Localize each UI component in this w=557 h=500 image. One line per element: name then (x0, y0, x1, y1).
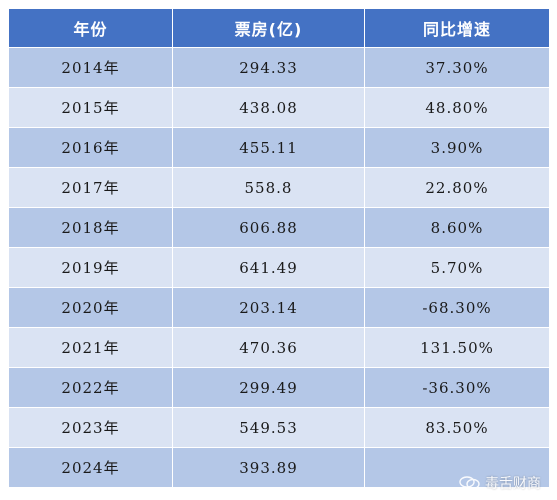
box-office-table: 年份 票房(亿) 同比增速 2014年 294.33 37.30% 2015年 … (8, 8, 550, 488)
table-row: 2017年 558.8 22.80% (8, 167, 550, 208)
table-row: 2023年 549.53 83.50% (8, 407, 550, 448)
cell-year: 2015年 (8, 87, 173, 128)
cell-box-office: 558.8 (172, 167, 365, 208)
table-row: 2018年 606.88 8.60% (8, 207, 550, 248)
chat-bubble-logo-icon (459, 476, 481, 490)
cell-growth: -36.30% (364, 367, 550, 408)
cell-growth: -68.30% (364, 287, 550, 328)
cell-box-office: 438.08 (172, 87, 365, 128)
cell-box-office: 606.88 (172, 207, 365, 248)
cell-year: 2024年 (8, 447, 173, 488)
cell-growth: 131.50% (364, 327, 550, 368)
header-year: 年份 (8, 8, 173, 48)
cell-growth: 3.90% (364, 127, 550, 168)
box-office-table-container: 年份 票房(亿) 同比增速 2014年 294.33 37.30% 2015年 … (8, 8, 550, 488)
table-row: 2015年 438.08 48.80% (8, 87, 550, 128)
cell-year: 2019年 (8, 247, 173, 288)
cell-growth: 5.70% (364, 247, 550, 288)
cell-box-office: 299.49 (172, 367, 365, 408)
cell-box-office: 470.36 (172, 327, 365, 368)
cell-growth: 22.80% (364, 167, 550, 208)
cell-box-office: 393.89 (172, 447, 365, 488)
watermark-text: 毒舌财商 (485, 476, 541, 492)
cell-box-office: 294.33 (172, 47, 365, 88)
table-row: 2016年 455.11 3.90% (8, 127, 550, 168)
table-row: 2020年 203.14 -68.30% (8, 287, 550, 328)
cell-year: 2020年 (8, 287, 173, 328)
header-box-office: 票房(亿) (172, 8, 365, 48)
cell-growth (364, 447, 550, 488)
table-row: 2014年 294.33 37.30% (8, 47, 550, 88)
cell-year: 2016年 (8, 127, 173, 168)
cell-year: 2023年 (8, 407, 173, 448)
table-row: 2019年 641.49 5.70% (8, 247, 550, 288)
cell-box-office: 455.11 (172, 127, 365, 168)
cell-year: 2014年 (8, 47, 173, 88)
cell-year: 2022年 (8, 367, 173, 408)
cell-year: 2017年 (8, 167, 173, 208)
table-row: 2021年 470.36 131.50% (8, 327, 550, 368)
cell-box-office: 549.53 (172, 407, 365, 448)
cell-box-office: 203.14 (172, 287, 365, 328)
watermark: 毒舌财商 (459, 472, 541, 494)
table-header-row: 年份 票房(亿) 同比增速 (8, 8, 550, 48)
table-row: 2024年 393.89 (8, 447, 550, 488)
table-row: 2022年 299.49 -36.30% (8, 367, 550, 408)
cell-growth: 83.50% (364, 407, 550, 448)
header-growth: 同比增速 (364, 8, 550, 48)
cell-growth: 37.30% (364, 47, 550, 88)
cell-growth: 48.80% (364, 87, 550, 128)
cell-box-office: 641.49 (172, 247, 365, 288)
cell-year: 2018年 (8, 207, 173, 248)
cell-growth: 8.60% (364, 207, 550, 248)
cell-year: 2021年 (8, 327, 173, 368)
